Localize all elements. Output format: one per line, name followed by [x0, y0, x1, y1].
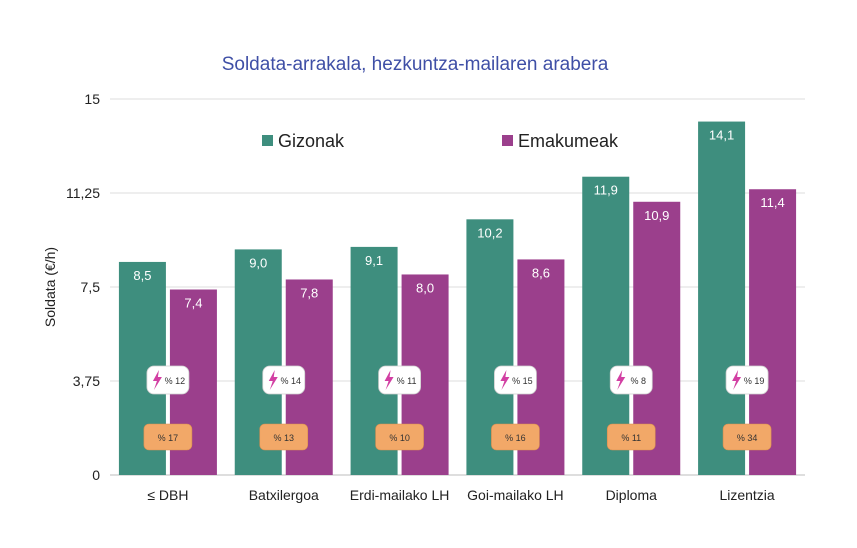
- x-axis-ticks: ≤ DBH Batxilergoa Erdi-mailako LH Goi-maila…: [147, 487, 775, 503]
- secondary-badge-label: % 13: [273, 433, 294, 443]
- data-label: 8,5: [133, 268, 151, 283]
- x-tick-label: Goi-mailako LH: [467, 487, 563, 503]
- gap-badge-label: % 12: [165, 376, 186, 386]
- x-tick-label: Diploma: [606, 487, 658, 503]
- legend: Gizonak Emakumeak: [262, 131, 619, 151]
- badges: % 12 % 17 % 14 % 13 % 11 % 10 % 15 % 16 % 8 % 11%…: [143, 365, 772, 451]
- gap-badge-label: % 8: [630, 376, 646, 386]
- data-label: 8,0: [416, 280, 434, 295]
- data-label: 7,8: [300, 285, 318, 300]
- gap-badge-label: % 19: [744, 376, 765, 386]
- lightning-bolt-icon: [384, 370, 394, 390]
- x-tick-label: Batxilergoa: [249, 487, 319, 503]
- secondary-badge: [606, 423, 656, 451]
- secondary-badge: [259, 423, 309, 451]
- secondary-badge-label: % 17: [158, 433, 179, 443]
- bar: [698, 121, 746, 475]
- y-axis-label: Soldata (€/h): [42, 247, 58, 327]
- x-tick-label: Lizentzia: [719, 487, 774, 503]
- data-label: 11,4: [760, 195, 784, 210]
- gap-badge-label: % 14: [280, 376, 301, 386]
- legend-label-gizonak: Gizonak: [278, 131, 345, 151]
- data-label: 7,4: [184, 296, 202, 311]
- secondary-badge: [143, 423, 193, 451]
- data-label: 9,1: [365, 253, 383, 268]
- lightning-bolt-icon: [616, 370, 626, 390]
- gap-badge-label: % 15: [512, 376, 533, 386]
- lightning-bolt-icon: [732, 370, 742, 390]
- y-tick-label: 0: [92, 467, 100, 483]
- gap-badge-label: % 11: [397, 376, 417, 386]
- y-tick-label: 7,5: [81, 279, 101, 295]
- data-label: 14,1: [709, 128, 734, 143]
- chart-title: Soldata-arrakala, hezkuntza-mailaren ara…: [222, 54, 609, 75]
- y-axis-ticks: 0 3,75 7,5 11,25 15: [66, 91, 100, 483]
- secondary-badge-label: % 10: [389, 433, 410, 443]
- data-labels: 8,5 7,4 9,0 7,8 9,1 8,0 10,2 8,6 11,9 10,9 14,1 11,…: [133, 128, 784, 311]
- y-tick-label: 11,25: [66, 185, 100, 201]
- secondary-badge: [375, 423, 424, 451]
- data-label: 9,0: [249, 255, 267, 270]
- secondary-badge-label: % 11: [621, 433, 641, 443]
- x-tick-label: ≤ DBH: [147, 487, 188, 503]
- legend-swatch-emakumeak: [502, 135, 513, 146]
- legend-swatch-gizonak: [262, 135, 273, 146]
- legend-label-emakumeak: Emakumeak: [518, 131, 619, 151]
- y-tick-label: 15: [84, 91, 100, 107]
- gridlines: [110, 98, 805, 476]
- y-tick-label: 3,75: [73, 373, 100, 389]
- x-tick-label: Erdi-mailako LH: [350, 487, 450, 503]
- secondary-badge: [491, 423, 540, 451]
- data-label: 8,6: [532, 265, 550, 280]
- secondary-badge: [722, 423, 772, 451]
- lightning-bolt-icon: [268, 370, 278, 390]
- lightning-bolt-icon: [152, 370, 162, 390]
- secondary-badge-label: % 34: [737, 433, 758, 443]
- data-label: 11,9: [594, 183, 618, 198]
- bars: [118, 121, 797, 476]
- data-label: 10,9: [644, 208, 669, 223]
- lightning-bolt-icon: [500, 370, 510, 390]
- secondary-badge-label: % 16: [505, 433, 526, 443]
- data-label: 10,2: [477, 225, 502, 240]
